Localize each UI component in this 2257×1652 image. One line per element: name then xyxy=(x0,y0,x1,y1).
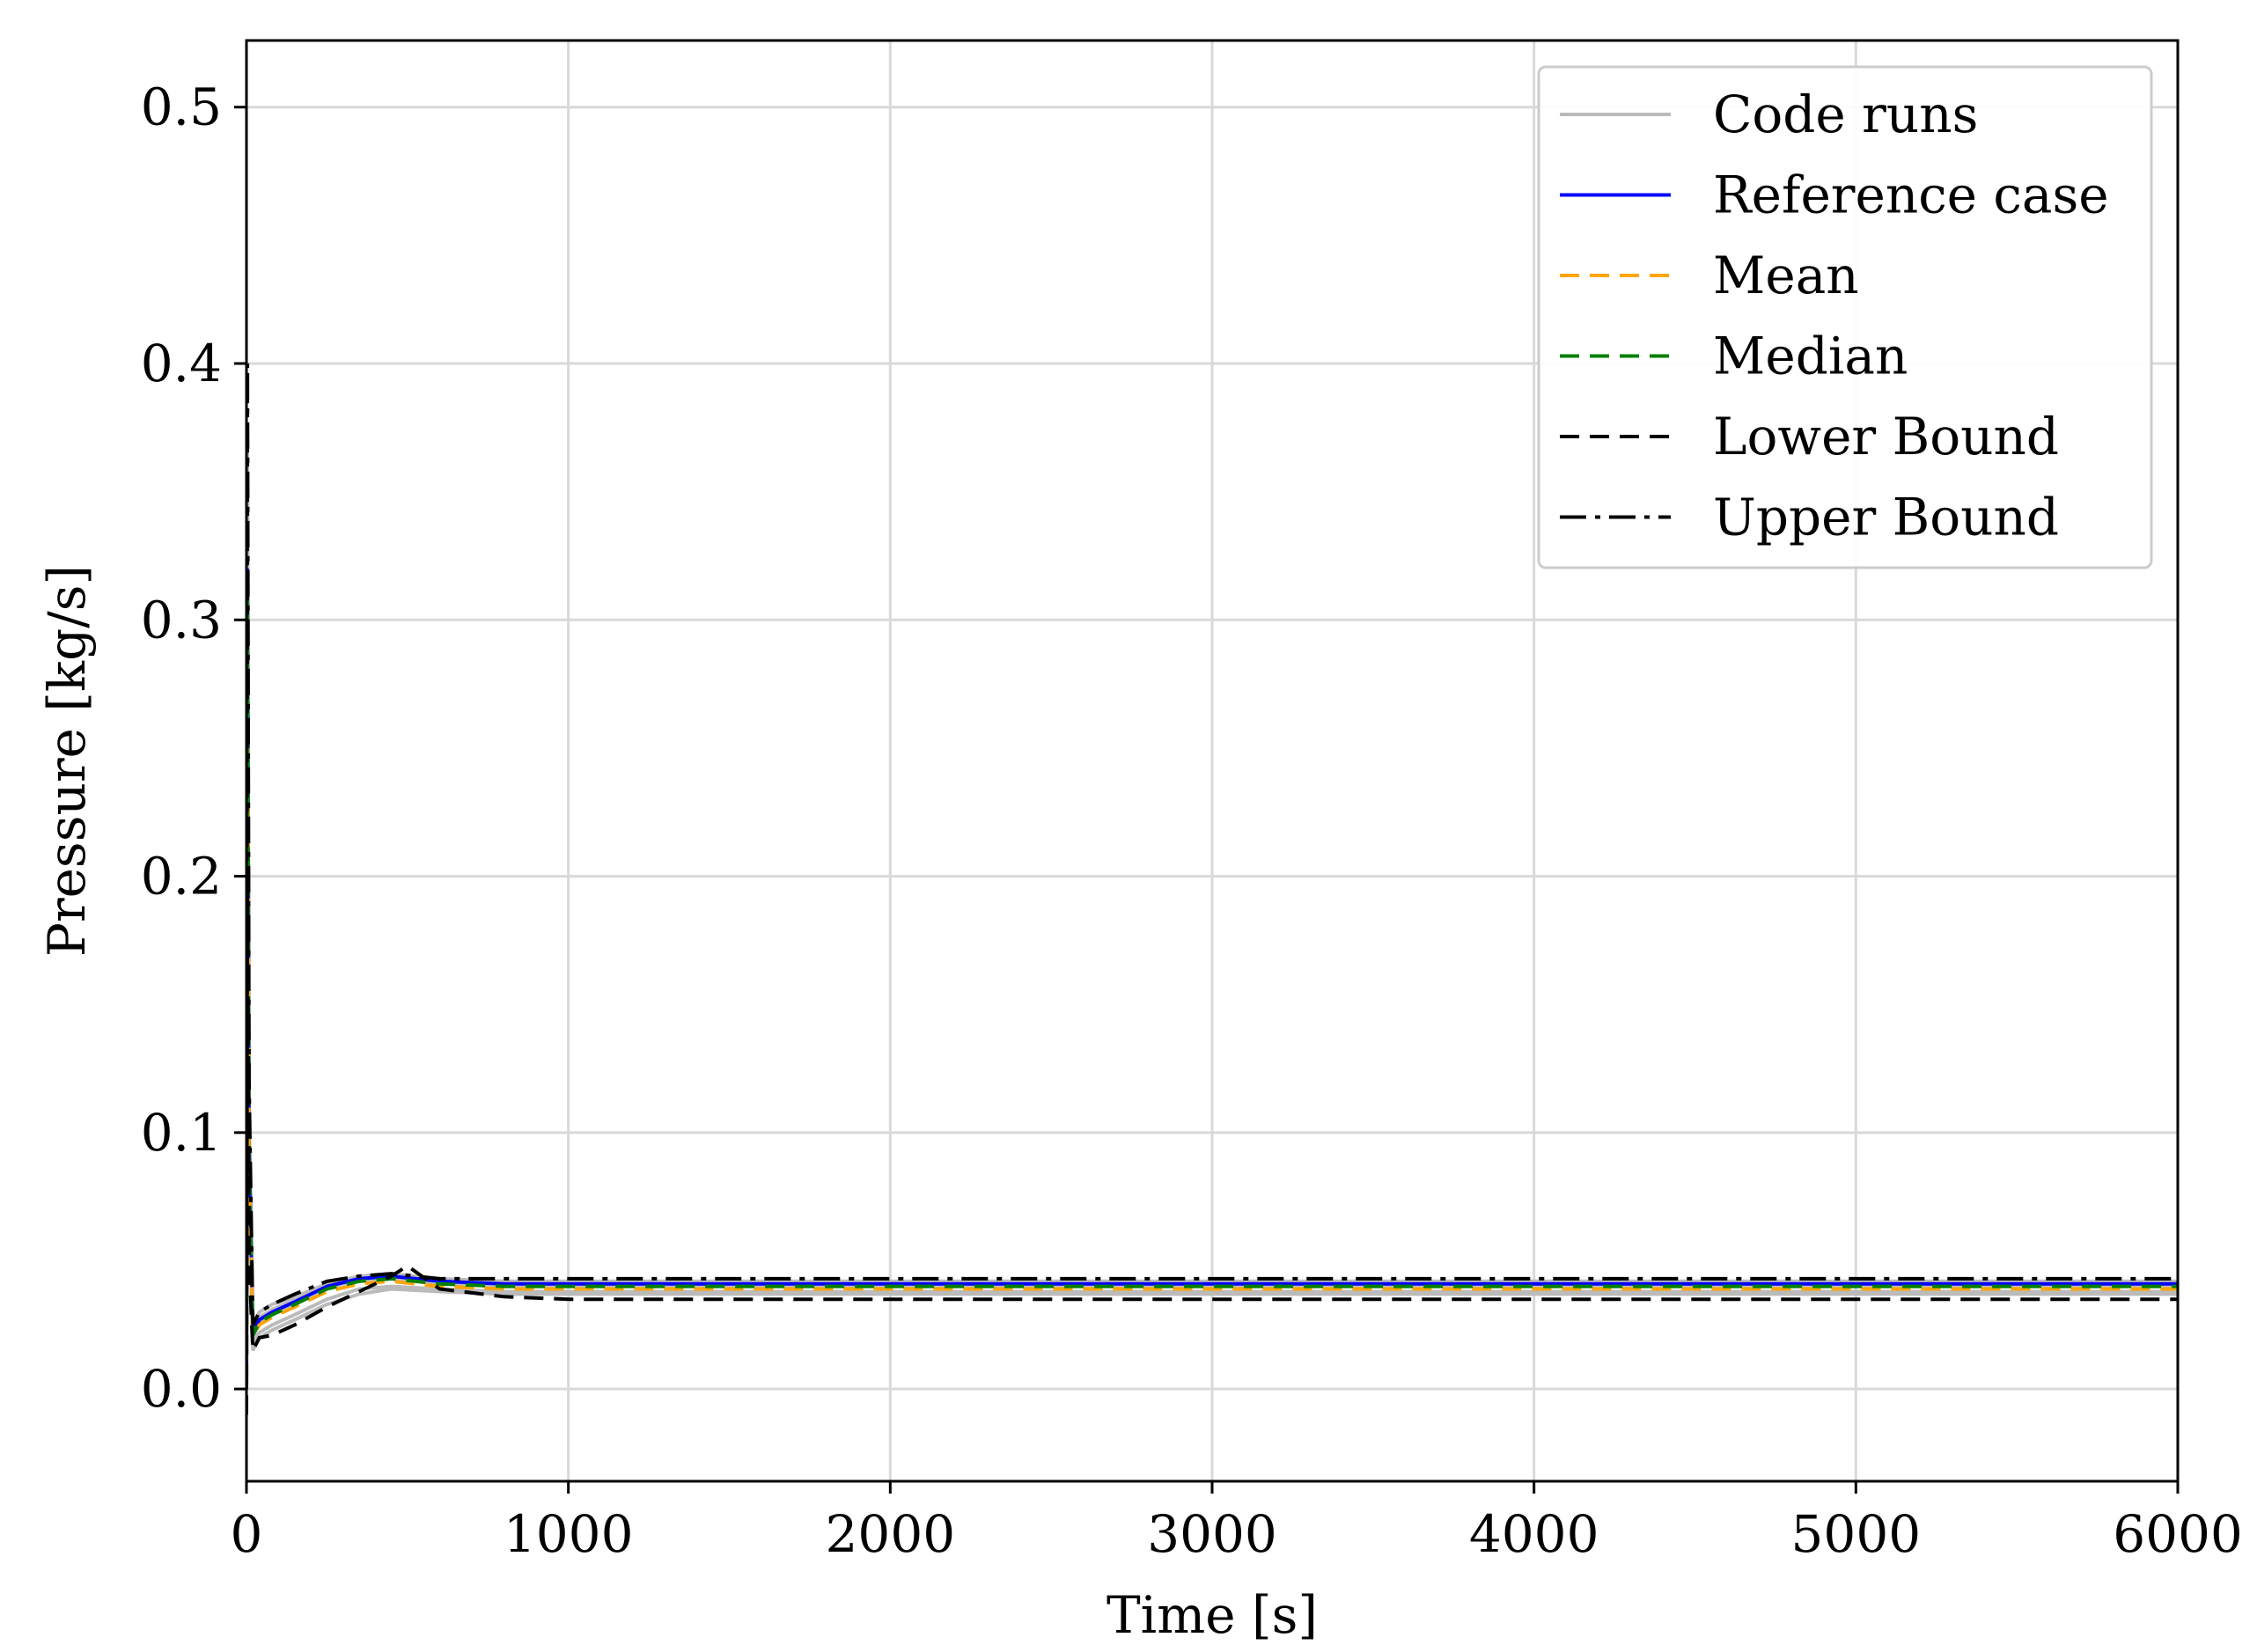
grid xyxy=(245,40,2180,1481)
y-tick-label: 0.0 xyxy=(141,1359,222,1419)
y-tick-label: 0.3 xyxy=(141,590,222,650)
y-tick-label: 0.5 xyxy=(141,77,222,137)
legend-label: Mean xyxy=(1713,246,1859,305)
x-tick-label: 5000 xyxy=(1791,1504,1922,1564)
x-axis-ticks: 0 1000 2000 3000 4000 5000 6000 xyxy=(231,1481,2243,1564)
x-tick-label: 3000 xyxy=(1147,1504,1277,1564)
series-lines xyxy=(246,363,2178,1415)
legend-label: Upper Bound xyxy=(1713,488,2059,547)
legend: Code runs Reference case Mean Median Lower B… xyxy=(1537,65,2153,569)
legend-label: Code runs xyxy=(1713,84,1978,144)
y-tick-label: 0.2 xyxy=(141,847,222,907)
y-tick-label: 0.4 xyxy=(141,334,222,393)
legend-label: Lower Bound xyxy=(1713,407,2059,466)
x-tick-label: 2000 xyxy=(826,1504,956,1564)
legend-label: Reference case xyxy=(1713,165,2109,225)
y-tick-label: 0.1 xyxy=(141,1103,222,1163)
legend-box xyxy=(1537,65,2153,569)
upper-bound-line xyxy=(246,363,2178,1390)
x-tick-label: 0 xyxy=(231,1504,263,1564)
lower-bound-line xyxy=(246,876,2178,1415)
x-axis-label: Time [s] xyxy=(1106,1585,1318,1645)
legend-label: Median xyxy=(1713,327,1908,386)
x-tick-label: 1000 xyxy=(504,1504,634,1564)
y-axis-label: Pressure [kg/s] xyxy=(37,565,97,957)
mean-line xyxy=(246,620,2178,1390)
y-axis-ticks: 0.0 0.1 0.2 0.3 0.4 0.5 xyxy=(141,77,246,1419)
x-tick-label: 4000 xyxy=(1469,1504,1599,1564)
x-tick-label: 6000 xyxy=(2113,1504,2243,1564)
